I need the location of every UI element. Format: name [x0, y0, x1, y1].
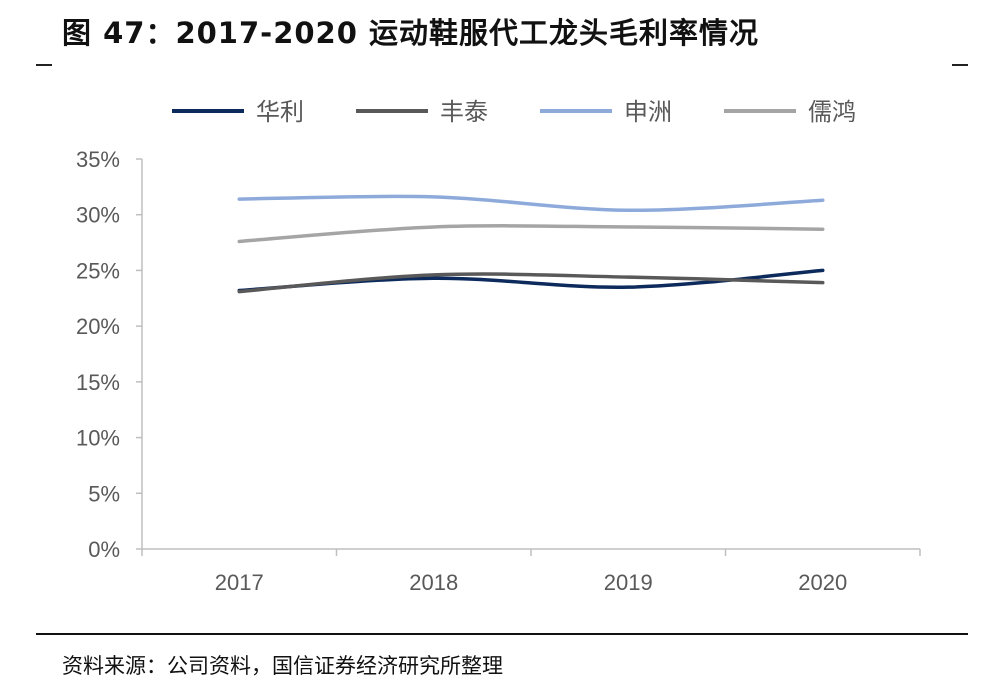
x-tick-label: 2019	[604, 570, 653, 595]
y-tick-label: 15%	[76, 370, 120, 395]
series-line-4	[237, 224, 825, 244]
y-tick-label: 10%	[76, 426, 120, 451]
y-tick-label: 5%	[88, 481, 120, 506]
source-note: 资料来源：公司资料，国信证券经济研究所整理	[62, 654, 503, 678]
x-tick-label: 2020	[798, 570, 847, 595]
y-tick-label: 20%	[76, 314, 120, 339]
y-tick-label: 35%	[76, 147, 120, 172]
x-tick-label: 2018	[409, 570, 458, 595]
series-line-2	[237, 272, 825, 294]
legend-label: 儒鸿	[808, 98, 856, 126]
y-tick-label: 0%	[88, 537, 120, 562]
series-line-3	[237, 194, 825, 213]
x-tick-label: 2017	[215, 570, 264, 595]
divider	[36, 64, 52, 66]
figure-title: 图 47：2017-2020 运动鞋服代工龙头毛利率情况	[62, 16, 760, 50]
y-tick-label: 25%	[76, 258, 120, 283]
legend-label: 丰泰	[440, 98, 488, 126]
y-tick-label: 30%	[76, 203, 120, 228]
legend-label: 华利	[256, 98, 304, 126]
divider	[952, 64, 968, 66]
divider	[36, 633, 968, 635]
legend-label: 申洲	[624, 98, 672, 126]
